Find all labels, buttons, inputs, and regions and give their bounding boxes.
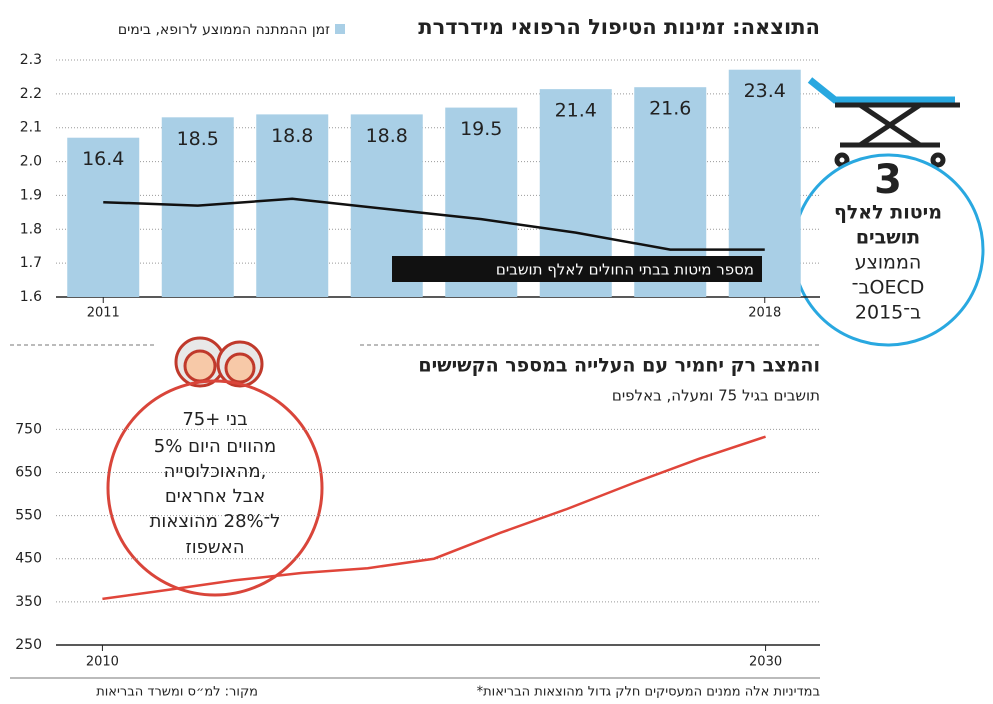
callout-text: ב־OECD — [852, 277, 925, 299]
y-tick-label: 450 — [15, 551, 42, 567]
x-tick-label: 2010 — [86, 655, 119, 670]
source: מקור: למ״ס ומשרד הבריאות — [96, 685, 258, 700]
legend-label: זמן ההמתנה הממוצע לרופא, בימים — [118, 22, 330, 38]
callout-text: תושבים — [856, 227, 920, 249]
bar — [256, 114, 329, 298]
callout-number: 3 — [874, 157, 902, 203]
line — [102, 435, 766, 601]
bar-value-label: 16.4 — [82, 148, 124, 170]
line-label: מספר מיטות בבתי החולים לאלף תושבים — [496, 261, 754, 279]
callout-circle — [106, 379, 324, 597]
callout-text: מיטות לאלף — [834, 202, 942, 224]
bar — [161, 117, 234, 298]
y-tick-label: 2.1 — [20, 120, 42, 136]
line-label-box — [392, 256, 762, 282]
chart-title: התוצאה: זמינות הטיפול הרפואי מידרדרת — [418, 15, 820, 39]
callout-text: ב־2015 — [855, 302, 921, 324]
x-tick-label: 2018 — [748, 306, 781, 321]
chart-subtitle: תושבים בגיל 75 ומעלה, באלפים — [612, 387, 820, 405]
bar — [67, 137, 140, 297]
footnote: *במדיניות אלה ממנים המעסיקים חלק גדול מה… — [477, 685, 820, 700]
y-tick-label: 2.0 — [20, 154, 42, 170]
bar-value-label: 18.5 — [177, 128, 219, 150]
y-tick-label: 550 — [15, 508, 42, 524]
x-tick-label: 2030 — [749, 655, 782, 670]
bar-value-label: 21.6 — [649, 98, 691, 120]
bar-value-label: 23.4 — [744, 80, 786, 102]
y-tick-label: 1.7 — [20, 255, 42, 271]
callout-text: אבל אחראים — [165, 486, 265, 507]
y-tick-label: 1.6 — [20, 289, 42, 305]
y-tick-label: 750 — [15, 421, 42, 437]
chart-title: והמצב רק יחמיר עם העלייה במספר הקשישים — [418, 355, 820, 377]
y-tick-label: 2.2 — [20, 86, 42, 102]
x-tick-label: 2011 — [87, 306, 120, 321]
bed-icon — [807, 77, 960, 168]
y-tick-label: 1.9 — [20, 187, 42, 203]
callout-text: מהאוכלוסייה, — [164, 461, 267, 482]
y-tick-label: 350 — [15, 594, 42, 610]
callout-text: ל־28% מהוצאות — [150, 511, 281, 532]
callout-text: האשפוז — [186, 537, 245, 558]
y-tick-label: 650 — [15, 464, 42, 480]
callout-text: מהווים היום 5% — [154, 436, 276, 457]
callout-text: בני +75 — [182, 409, 247, 430]
bar-value-label: 19.5 — [460, 118, 502, 140]
couple-icon — [174, 336, 264, 388]
callout-text: הממוצע — [855, 252, 922, 274]
y-tick-label: 2.3 — [20, 52, 42, 68]
bar-value-label: 18.8 — [366, 125, 408, 147]
y-tick-label: 1.8 — [20, 221, 42, 237]
line — [103, 197, 765, 251]
y-tick-label: 250 — [15, 637, 42, 653]
bar-value-label: 18.8 — [271, 125, 313, 147]
legend-swatch — [335, 24, 345, 34]
bar-value-label: 21.4 — [555, 100, 597, 122]
